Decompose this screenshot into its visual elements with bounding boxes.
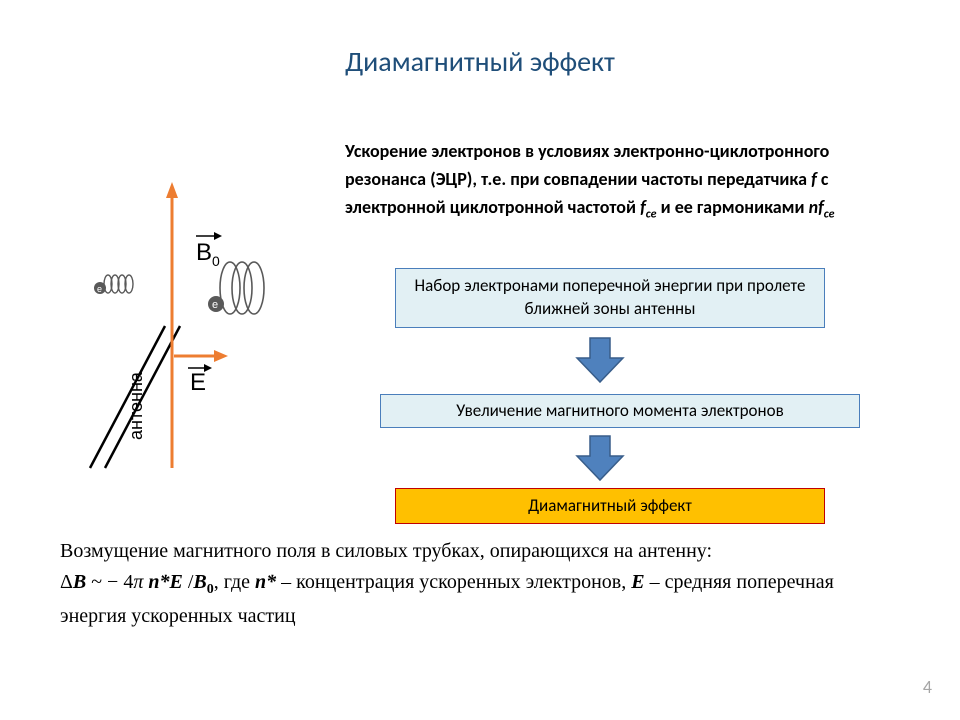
formula-block: Возмущение магнитного поля в силовых тру… <box>60 536 900 632</box>
formula-nstar2: n* <box>255 571 276 593</box>
b0-vector-bar-arrow <box>214 232 222 240</box>
flow-box-1-text: Набор электронами поперечной энергии при… <box>396 275 824 321</box>
intro-fce-sub: ce <box>646 207 657 221</box>
flow-box-3: Диамагнитный эффект <box>395 488 825 524</box>
slide-title: Диамагнитный эффект <box>0 44 960 79</box>
intro-text-1: Ускорение электронов в условиях электрон… <box>345 140 829 190</box>
formula-after: , где <box>214 571 255 593</box>
intro-nf-sub: ce <box>824 207 835 221</box>
flow-box-2: Увеличение магнитного момента электронов <box>380 394 860 428</box>
formula-slash: / <box>183 571 194 593</box>
electron-large <box>220 262 264 314</box>
formula-tilde: ~ − 4 <box>86 571 133 593</box>
flow-box-1: Набор электронами поперечной энергии при… <box>395 268 825 328</box>
formula-pi: π <box>133 571 148 593</box>
physics-diagram: B0 E e e антенна <box>70 176 300 476</box>
b0-label: B <box>196 239 212 266</box>
intro-nf: nf <box>809 196 824 218</box>
flow-box-2-text: Увеличение магнитного момента электронов <box>456 400 783 423</box>
formula-B: B <box>73 571 86 593</box>
page-number: 4 <box>923 676 932 698</box>
arrow-2 <box>575 434 625 482</box>
arrow-1 <box>575 336 625 384</box>
intro-paragraph: Ускорение электронов в условиях электрон… <box>345 138 905 224</box>
formula-E2: E <box>631 571 644 593</box>
formula-desc1: – концентрация ускоренных электронов, <box>276 571 631 593</box>
b0-sub-label: 0 <box>212 253 220 269</box>
e-vector-arrowhead <box>214 350 228 362</box>
formula-delta: Δ <box>60 571 73 593</box>
formula-E: E <box>169 571 182 593</box>
formula-B0-sub: 0 <box>207 582 214 597</box>
electron-large-label: e <box>212 299 218 311</box>
e-label: E <box>190 369 206 396</box>
formula-line1: Возмущение магнитного поля в силовых тру… <box>60 540 712 562</box>
antenna-label: антенна <box>126 371 146 440</box>
flow-box-3-text: Диамагнитный эффект <box>528 495 692 518</box>
formula-B0: B <box>193 571 206 593</box>
electron-small <box>104 275 133 293</box>
b0-arrowhead <box>166 182 178 198</box>
intro-text-3: и ее гармониками <box>657 196 809 218</box>
slide: Диамагнитный эффект Ускорение электронов… <box>0 0 960 720</box>
formula-nstar: n* <box>148 571 169 593</box>
electron-small-label: e <box>97 284 102 294</box>
